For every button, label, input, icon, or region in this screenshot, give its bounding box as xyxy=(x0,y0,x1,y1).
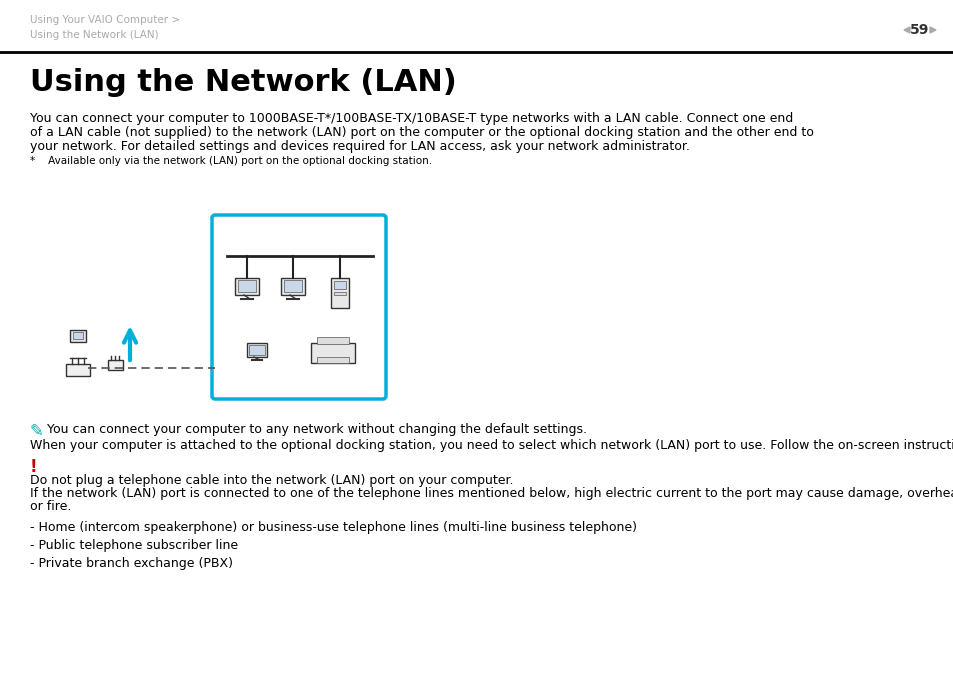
Polygon shape xyxy=(903,27,909,33)
Text: of a LAN cable (not supplied) to the network (LAN) port on the computer or the o: of a LAN cable (not supplied) to the net… xyxy=(30,126,813,139)
Bar xyxy=(108,360,123,370)
Bar xyxy=(334,292,346,295)
Text: - Public telephone subscriber line: - Public telephone subscriber line xyxy=(30,539,238,552)
Text: - Private branch exchange (PBX): - Private branch exchange (PBX) xyxy=(30,557,233,570)
Bar xyxy=(70,330,86,342)
Bar xyxy=(247,343,267,357)
Polygon shape xyxy=(929,27,935,33)
Bar xyxy=(311,343,355,363)
Text: Using the Network (LAN): Using the Network (LAN) xyxy=(30,68,456,97)
Bar xyxy=(234,278,258,295)
Bar xyxy=(334,281,346,289)
Text: Using Your VAIO Computer >: Using Your VAIO Computer > xyxy=(30,15,180,25)
Text: your network. For detailed settings and devices required for LAN access, ask you: your network. For detailed settings and … xyxy=(30,140,689,153)
Bar xyxy=(66,364,90,376)
Text: Do not plug a telephone cable into the network (LAN) port on your computer.: Do not plug a telephone cable into the n… xyxy=(30,474,513,487)
Bar xyxy=(316,337,349,344)
Bar xyxy=(237,280,255,292)
Text: You can connect your computer to any network without changing the default settin: You can connect your computer to any net… xyxy=(47,423,586,436)
Text: *    Available only via the network (LAN) port on the optional docking station.: * Available only via the network (LAN) p… xyxy=(30,156,432,166)
FancyBboxPatch shape xyxy=(212,215,386,399)
Bar xyxy=(249,345,265,355)
Text: - Home (intercom speakerphone) or business-use telephone lines (multi-line busin: - Home (intercom speakerphone) or busine… xyxy=(30,521,637,534)
Text: ✎: ✎ xyxy=(30,422,44,440)
Bar xyxy=(331,278,349,308)
Text: When your computer is attached to the optional docking station, you need to sele: When your computer is attached to the op… xyxy=(30,439,953,452)
Text: !: ! xyxy=(30,458,37,476)
Text: You can connect your computer to 1000BASE-T*/100BASE-TX/10BASE-T type networks w: You can connect your computer to 1000BAS… xyxy=(30,112,792,125)
Text: 59: 59 xyxy=(909,23,929,37)
Bar xyxy=(284,280,302,292)
Bar xyxy=(73,332,83,339)
Bar xyxy=(281,278,305,295)
Text: or fire.: or fire. xyxy=(30,500,71,513)
Text: Using the Network (LAN): Using the Network (LAN) xyxy=(30,30,158,40)
Text: If the network (LAN) port is connected to one of the telephone lines mentioned b: If the network (LAN) port is connected t… xyxy=(30,487,953,500)
Bar xyxy=(316,357,349,363)
